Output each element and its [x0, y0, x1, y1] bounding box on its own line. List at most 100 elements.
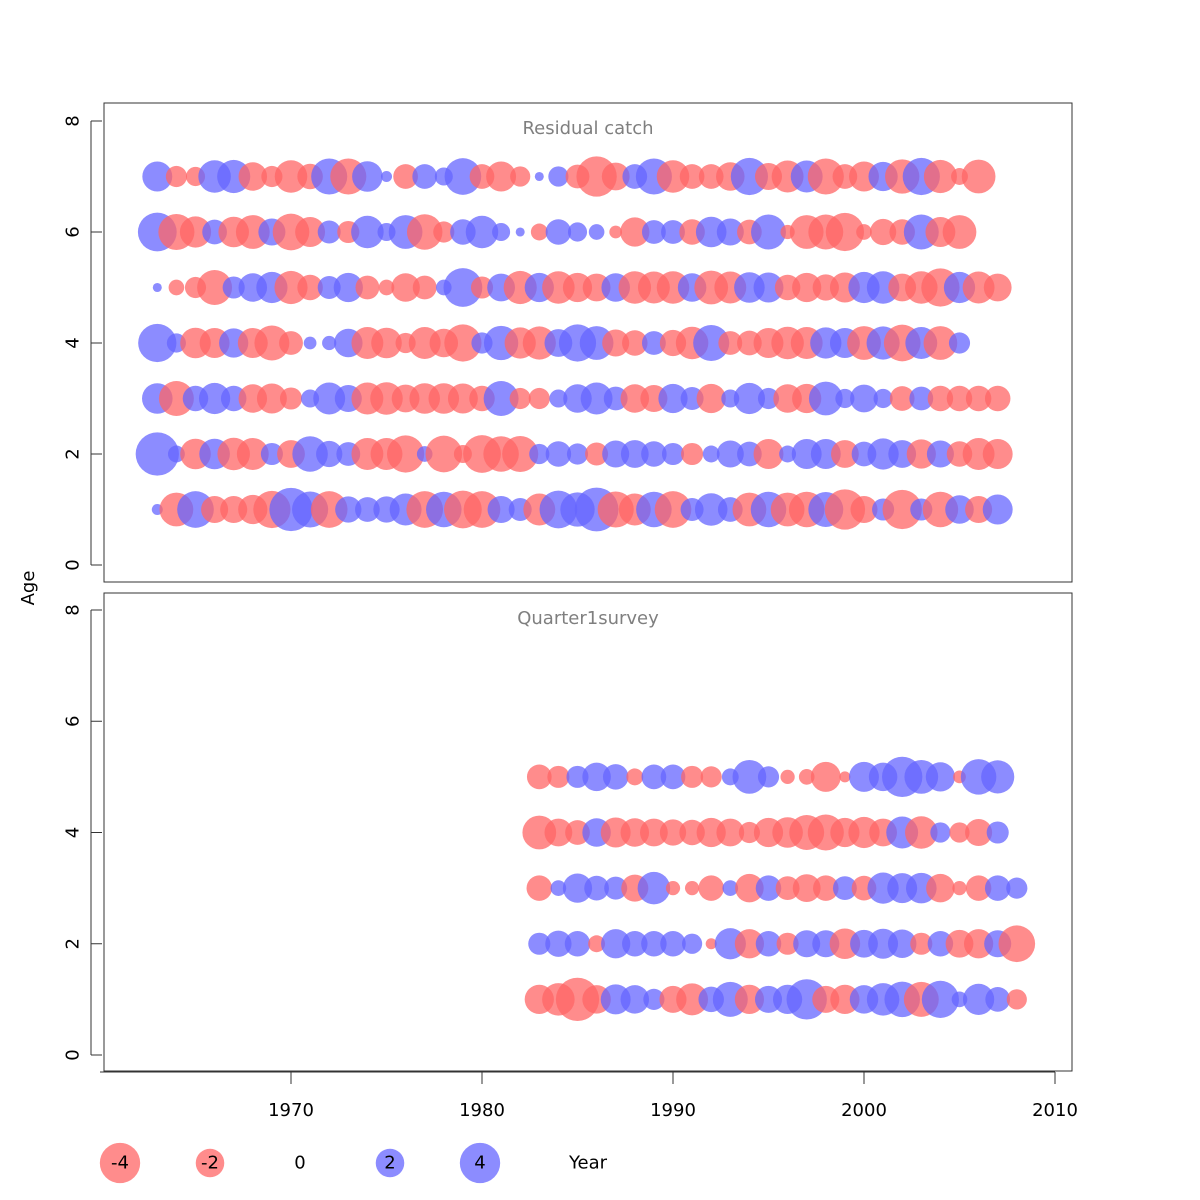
positive-residual-bubble: [483, 381, 519, 416]
negative-residual-bubble: [510, 166, 531, 187]
negative-residual-bubble: [734, 984, 765, 1014]
positive-residual-bubble: [135, 432, 179, 476]
positive-residual-bubble: [779, 445, 797, 463]
positive-residual-bubble: [641, 220, 666, 244]
bubbles: [135, 156, 1013, 532]
positive-residual-bubble: [716, 218, 744, 246]
positive-residual-bubble: [352, 161, 383, 192]
y-tick-label: 4: [63, 337, 84, 348]
positive-residual-bubble: [316, 440, 343, 468]
negative-residual-bubble: [850, 495, 878, 524]
x-tick-label: 1980: [459, 1100, 505, 1121]
positive-residual-bubble: [948, 332, 971, 354]
positive-residual-bubble: [487, 495, 515, 524]
legend-bubble: [99, 1142, 141, 1184]
legend-bubble: [375, 1148, 405, 1178]
positive-residual-bubble: [534, 171, 544, 182]
positive-residual-bubble: [317, 220, 341, 244]
negative-residual-bubble: [792, 272, 822, 303]
positive-residual-bubble: [380, 170, 393, 183]
positive-residual-bubble: [930, 822, 951, 843]
positive-residual-bubble: [641, 331, 666, 355]
positive-residual-bubble: [545, 441, 572, 467]
y-tick-label: 2: [63, 448, 84, 459]
negative-residual-bubble: [807, 158, 844, 195]
negative-residual-bubble: [946, 385, 973, 412]
negative-residual-bubble: [700, 766, 722, 788]
negative-residual-bubble: [792, 874, 821, 903]
negative-residual-bubble: [681, 442, 704, 466]
negative-residual-bubble: [254, 325, 290, 361]
positive-residual-bubble: [808, 381, 843, 416]
positive-residual-bubble: [142, 161, 173, 192]
legend-label: 2: [384, 1153, 395, 1174]
negative-residual-bubble: [295, 217, 326, 247]
positive-residual-bubble: [757, 387, 780, 410]
negative-residual-bubble: [942, 215, 977, 249]
negative-residual-bubble: [197, 270, 233, 305]
negative-residual-bubble: [526, 764, 552, 790]
positive-residual-bubble: [733, 382, 766, 415]
y-tick-label: 8: [63, 604, 84, 615]
positive-residual-bubble: [549, 389, 568, 408]
positive-residual-bubble: [732, 759, 767, 794]
positive-residual-bubble: [351, 215, 384, 249]
positive-residual-bubble: [682, 933, 703, 954]
negative-residual-bubble: [998, 925, 1036, 963]
positive-residual-bubble: [138, 323, 177, 363]
negative-residual-bubble: [665, 880, 681, 896]
panel-frame: [103, 102, 1073, 583]
x-tick-label: 1970: [268, 1100, 314, 1121]
negative-residual-bubble: [626, 768, 644, 786]
negative-residual-bubble: [179, 216, 212, 248]
negative-residual-bubble: [684, 880, 700, 896]
negative-residual-bubble: [882, 489, 922, 530]
negative-residual-bubble: [810, 761, 841, 792]
negative-residual-bubble: [279, 387, 303, 410]
positive-residual-bubble: [926, 440, 954, 468]
negative-residual-bubble: [433, 221, 455, 243]
negative-residual-bubble: [609, 225, 623, 239]
positive-residual-bubble: [545, 930, 572, 957]
positive-residual-bubble: [566, 443, 589, 465]
negative-residual-bubble: [776, 932, 799, 955]
positive-residual-bubble: [333, 272, 363, 303]
positive-residual-bubble: [925, 762, 956, 792]
negative-residual-bubble: [165, 165, 187, 188]
positive-residual-bubble: [641, 930, 667, 957]
positive-residual-bubble: [962, 983, 995, 1016]
positive-residual-bubble: [887, 929, 917, 959]
negative-residual-bubble: [965, 875, 992, 901]
positive-residual-bubble: [751, 214, 786, 250]
negative-residual-bubble: [716, 818, 745, 847]
positive-residual-bubble: [322, 335, 337, 351]
positive-residual-bubble: [443, 268, 483, 307]
negative-residual-bubble: [371, 327, 402, 359]
legend-bubble: [459, 1142, 501, 1184]
negative-residual-bubble: [387, 435, 425, 473]
positive-residual-bubble: [584, 875, 609, 901]
negative-residual-bubble: [775, 876, 800, 901]
positive-residual-bubble: [981, 760, 1015, 794]
negative-residual-bubble: [509, 387, 531, 410]
positive-residual-bubble: [564, 930, 591, 957]
positive-residual-bubble: [602, 764, 629, 790]
positive-residual-bubble: [694, 493, 728, 526]
negative-residual-bubble: [279, 331, 303, 355]
negative-residual-bubble: [963, 929, 994, 959]
negative-residual-bubble: [698, 164, 724, 189]
positive-residual-bubble: [641, 441, 667, 467]
panel-0: 0 2 4 6 8 Residual catch: [63, 102, 1073, 583]
negative-residual-bubble: [158, 381, 194, 416]
y-tick-label: 2: [63, 938, 84, 949]
negative-residual-bubble: [718, 331, 743, 355]
negative-residual-bubble: [585, 442, 609, 466]
negative-residual-bubble: [639, 818, 668, 847]
positive-residual-bubble: [515, 227, 525, 237]
positive-residual-bubble: [167, 445, 185, 463]
negative-residual-bubble: [622, 330, 648, 356]
negative-residual-bubble: [502, 435, 539, 473]
legend-label: -4: [111, 1153, 129, 1174]
negative-residual-bubble: [681, 765, 704, 788]
positive-residual-bubble: [660, 764, 686, 790]
